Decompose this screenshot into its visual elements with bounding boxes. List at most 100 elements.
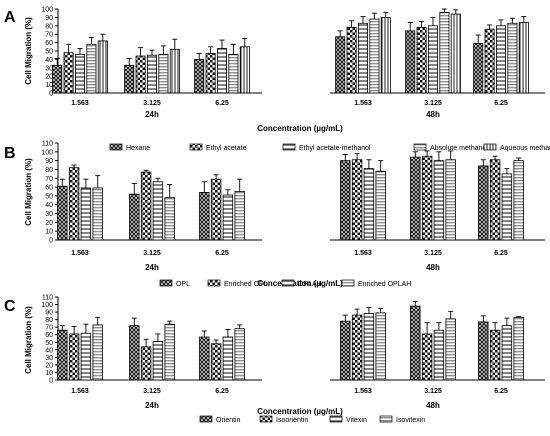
bar: [518, 22, 529, 94]
bar: [363, 313, 375, 381]
bar: [363, 168, 375, 241]
legend-swatch: [109, 143, 123, 151]
legend-swatch: [413, 143, 427, 151]
legend-swatch: [159, 279, 173, 287]
bar: [416, 27, 427, 94]
bar: [335, 36, 346, 94]
bar: [433, 160, 445, 241]
bar: [152, 341, 164, 381]
bar: [478, 321, 489, 381]
y-tick-label: 110: [42, 141, 53, 148]
bar: [421, 155, 433, 241]
y-tick-label: 50: [45, 340, 53, 347]
bar: [375, 170, 386, 241]
y-tick-label: 110: [42, 295, 53, 302]
group-label: 48h: [426, 263, 440, 272]
bar: [513, 160, 524, 241]
legend-entry: Ethyl acetate: [206, 145, 247, 152]
bar: [52, 64, 63, 94]
y-tick-label: 60: [45, 332, 53, 339]
category-label: 1.563: [354, 250, 372, 257]
legend-swatch: [259, 415, 273, 423]
category-label: 6.25: [494, 388, 508, 395]
y-tick-label: 20: [45, 220, 53, 227]
bar: [489, 159, 501, 241]
bar: [234, 191, 245, 241]
y-tick-label: 30: [45, 65, 53, 72]
y-axis-label: Cell Migration (%): [24, 158, 33, 226]
bar: [75, 53, 86, 94]
bar: [351, 314, 363, 381]
category-label: 3.125: [143, 388, 161, 395]
y-tick-label: 70: [45, 32, 53, 39]
legend-entry: Isoorientin: [276, 417, 308, 424]
y-tick-label: 80: [45, 317, 53, 324]
bar: [234, 328, 245, 381]
legend-swatch: [281, 279, 295, 287]
legend-swatch: [189, 143, 203, 151]
bar: [135, 55, 146, 94]
y-tick-label: 0: [49, 238, 53, 245]
legend-entry: OPLAH: [298, 281, 322, 288]
group-label: 48h: [426, 401, 440, 410]
bar: [129, 325, 140, 381]
y-tick-label: 20: [45, 362, 53, 369]
legend-entry: Aqueous methanol: [500, 145, 550, 152]
bar: [340, 320, 351, 381]
y-tick-label: 70: [45, 325, 53, 332]
y-axis-label: Cell Migration (%): [24, 17, 33, 85]
bar: [152, 181, 164, 241]
y-tick-label: 60: [45, 40, 53, 47]
x-axis-label: Concentration (µg/mL): [257, 279, 343, 288]
bar: [164, 197, 175, 241]
legend-entry: OPL: [176, 281, 190, 288]
panel-label: C: [4, 298, 16, 315]
y-tick-label: 40: [45, 57, 53, 64]
y-tick-label: 80: [45, 167, 53, 174]
panel-label: B: [4, 145, 16, 162]
category-label: 3.125: [143, 250, 161, 257]
x-axis-label: Concentration (µg/mL): [257, 407, 343, 416]
bar: [205, 53, 216, 94]
bar: [450, 13, 461, 94]
legend-entry: Absolute methanol: [430, 145, 488, 152]
bar: [222, 336, 234, 381]
legend-entry: Isovitexin: [396, 417, 425, 424]
bar: [140, 171, 152, 241]
bar: [380, 16, 391, 94]
legend: Hexane Ethyl acetate Ethyl acetate-methano…: [109, 143, 550, 152]
legend-entry: Ethyl acetate-methanol: [299, 145, 371, 152]
legend-swatch: [199, 415, 213, 423]
legend-swatch: [207, 279, 221, 287]
bar: [57, 329, 68, 381]
bar: [473, 43, 484, 94]
bar: [80, 332, 92, 381]
bar: [63, 52, 74, 94]
bar: [410, 305, 421, 381]
bar: [445, 159, 456, 241]
bar: [501, 173, 513, 241]
bar: [478, 165, 489, 241]
bar: [357, 22, 368, 94]
y-tick-label: 0: [49, 378, 53, 385]
bar: [445, 318, 456, 381]
legend-swatch: [282, 143, 296, 151]
bar: [57, 185, 68, 241]
bar: [439, 11, 450, 94]
bar: [228, 53, 239, 94]
bar: [92, 324, 103, 381]
bar: [239, 46, 250, 94]
legend: OPL Enriched OPL OPLAH Enriched OPLAH: [159, 279, 411, 288]
bar: [210, 343, 222, 381]
category-label: 6.25: [494, 100, 508, 107]
legend-swatch: [341, 279, 355, 287]
bar: [158, 53, 169, 94]
group-label: 48h: [426, 110, 440, 119]
bar: [351, 159, 363, 241]
bar: [410, 156, 421, 241]
y-axis-label: Cell Migration (%): [24, 306, 33, 374]
y-tick-label: 40: [45, 347, 53, 354]
category-label: 3.125: [424, 100, 442, 107]
bar: [194, 59, 205, 94]
